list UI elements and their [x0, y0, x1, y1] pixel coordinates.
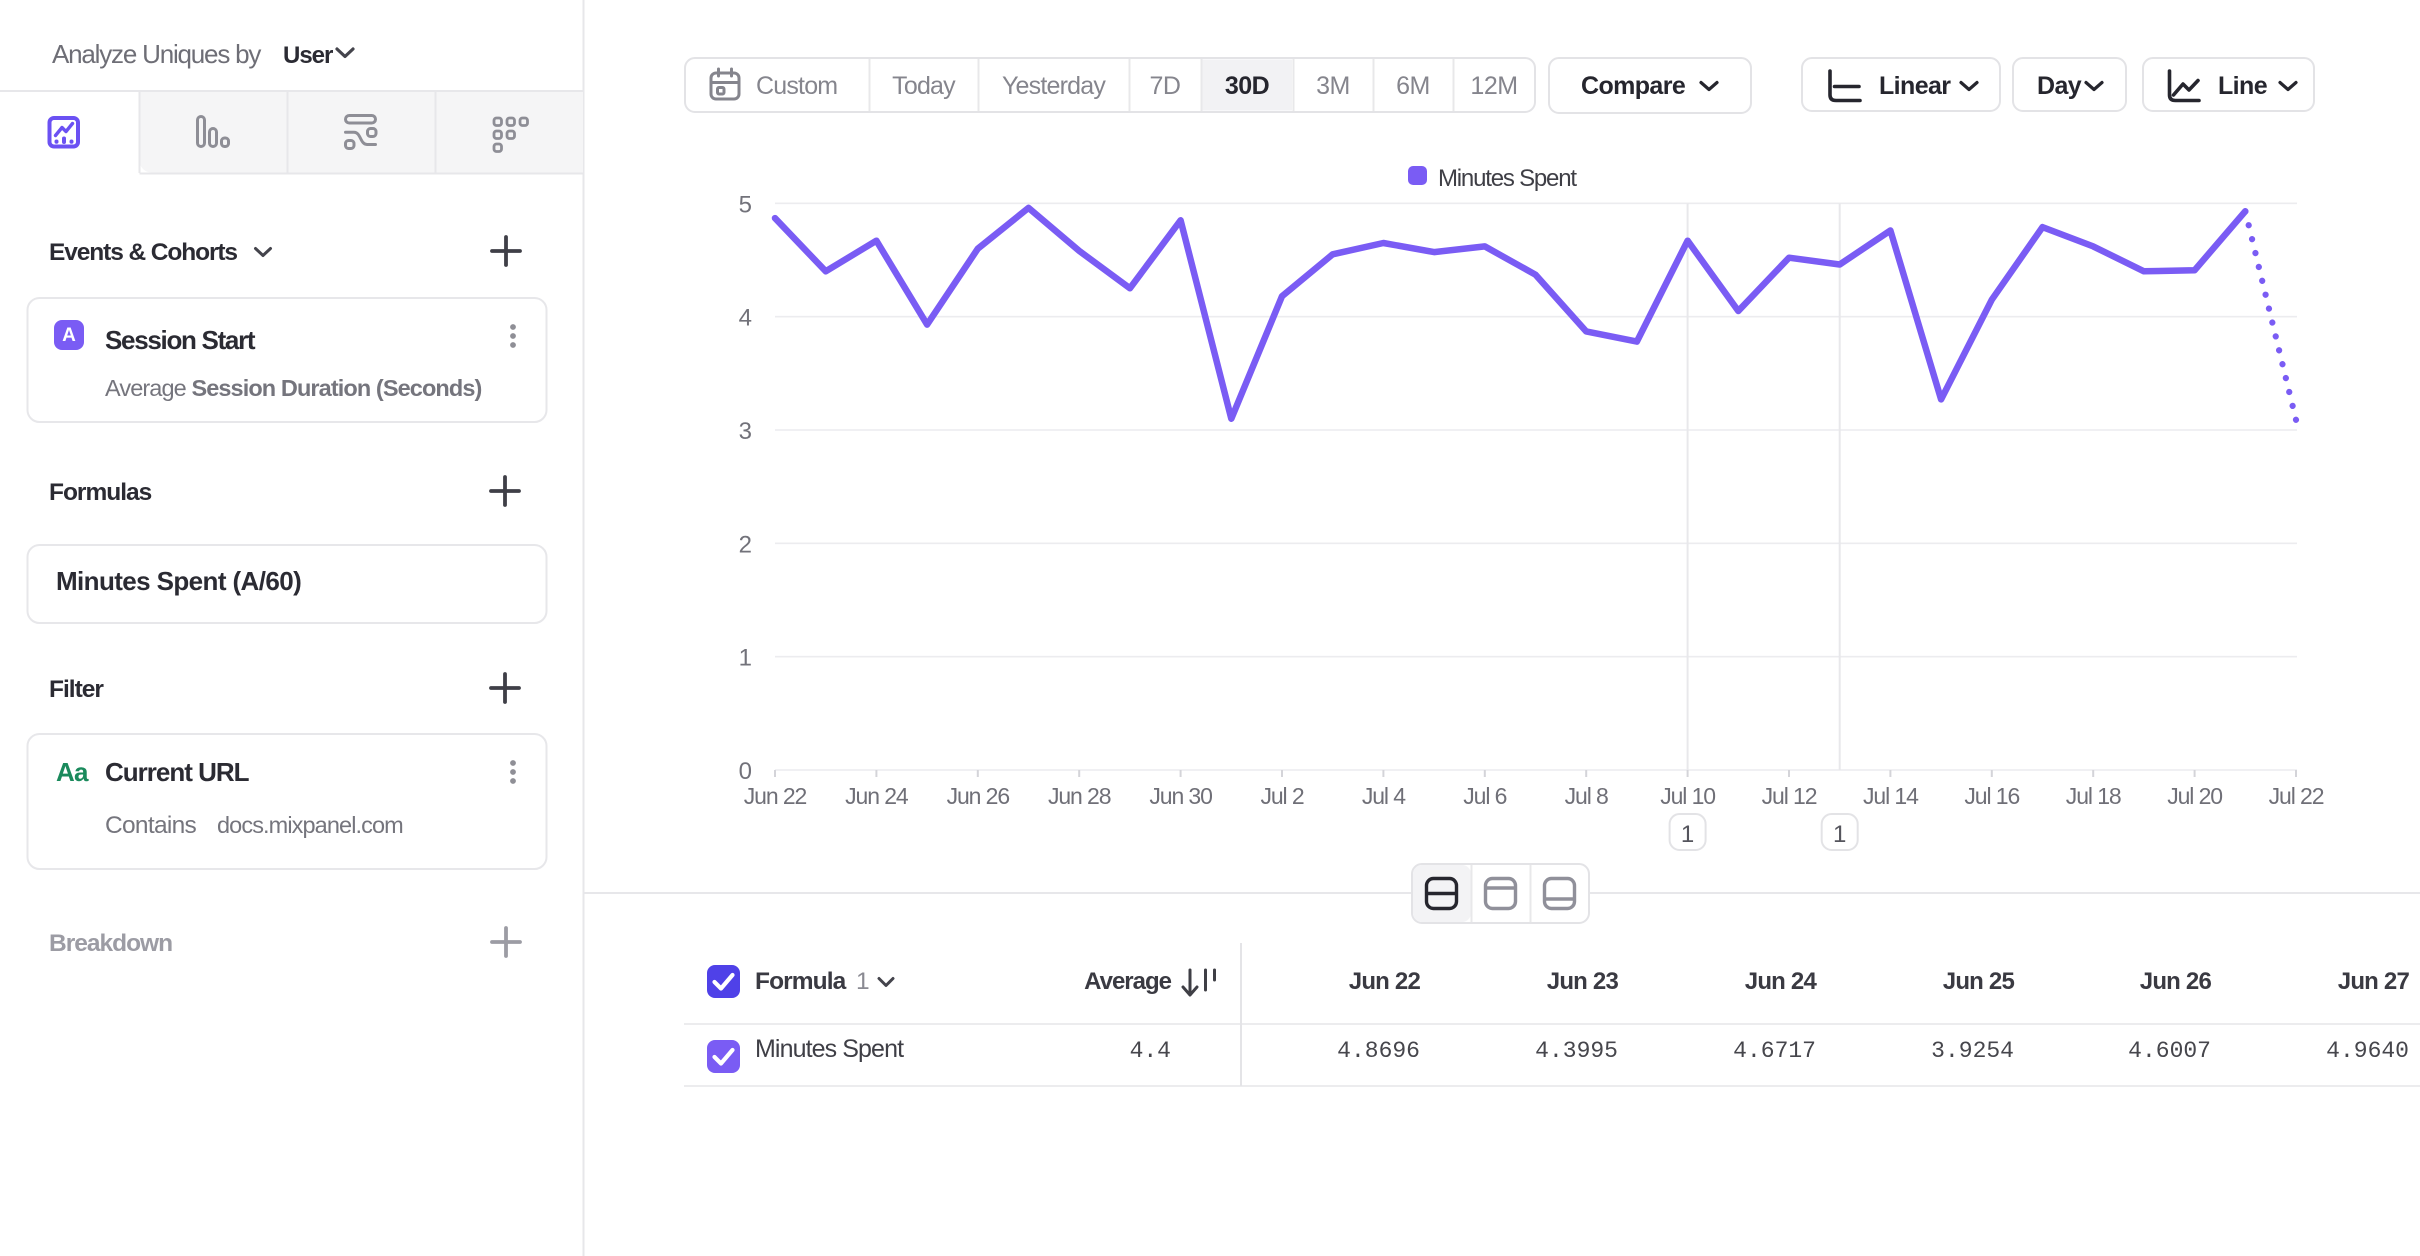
svg-text:Jun 26: Jun 26 [947, 783, 1010, 809]
svg-text:Jul 12: Jul 12 [1762, 783, 1817, 809]
svg-text:A: A [62, 325, 76, 346]
svg-text:7D: 7D [1150, 72, 1181, 100]
svg-text:Jun 24: Jun 24 [1745, 968, 1818, 995]
svg-text:Formula: Formula [755, 968, 847, 995]
svg-text:Jun 22: Jun 22 [1349, 968, 1421, 995]
svg-text:Line: Line [2218, 72, 2268, 100]
svg-text:Jun 22: Jun 22 [744, 783, 807, 809]
svg-text:3.9254: 3.9254 [1931, 1038, 2014, 1064]
svg-text:User: User [283, 42, 333, 69]
svg-text:Jun 28: Jun 28 [1048, 783, 1111, 809]
svg-text:4.6717: 4.6717 [1733, 1038, 1816, 1064]
svg-text:Average Session Duration (Seco: Average Session Duration (Seconds) [105, 375, 481, 401]
svg-text:Jul 14: Jul 14 [1863, 783, 1919, 809]
svg-text:4.8696: 4.8696 [1337, 1038, 1420, 1064]
svg-text:1: 1 [1681, 821, 1694, 848]
svg-text:4.4: 4.4 [1130, 1038, 1171, 1064]
svg-text:Jul 20: Jul 20 [2167, 783, 2222, 809]
svg-text:Breakdown: Breakdown [49, 930, 172, 957]
svg-text:Current URL: Current URL [105, 757, 250, 787]
svg-text:Minutes Spent: Minutes Spent [1438, 165, 1577, 192]
svg-text:Formulas: Formulas [49, 479, 152, 506]
svg-text:4: 4 [739, 305, 752, 332]
svg-text:Minutes Spent (A/60): Minutes Spent (A/60) [56, 566, 301, 596]
svg-text:Events & Cohorts: Events & Cohorts [49, 239, 237, 266]
svg-text:Yesterday: Yesterday [1002, 72, 1106, 100]
svg-text:Filter: Filter [49, 676, 104, 703]
svg-text:4.6007: 4.6007 [2128, 1038, 2211, 1064]
svg-text:Jul 16: Jul 16 [1964, 783, 2019, 809]
svg-text:Aa: Aa [56, 757, 89, 787]
svg-text:30D: 30D [1225, 72, 1269, 100]
svg-text:1: 1 [1833, 821, 1846, 848]
svg-text:Jul 10: Jul 10 [1660, 783, 1715, 809]
svg-text:Jul 4: Jul 4 [1362, 783, 1406, 809]
svg-text:3: 3 [739, 418, 752, 445]
svg-text:4.3995: 4.3995 [1535, 1038, 1618, 1064]
svg-text:5: 5 [739, 191, 752, 218]
svg-text:Jul 18: Jul 18 [2066, 783, 2121, 809]
svg-text:6M: 6M [1396, 72, 1430, 100]
svg-text:Jul 8: Jul 8 [1565, 783, 1608, 809]
svg-text:Jun 26: Jun 26 [2140, 968, 2212, 995]
svg-text:Contains: Contains [105, 812, 197, 839]
svg-text:4.9640: 4.9640 [2326, 1038, 2409, 1064]
svg-text:Jun 25: Jun 25 [1943, 968, 2015, 995]
svg-text:3M: 3M [1316, 72, 1350, 100]
svg-text:12M: 12M [1470, 72, 1517, 100]
svg-text:Today: Today [892, 72, 956, 100]
svg-text:2: 2 [739, 531, 752, 558]
svg-text:Jul 6: Jul 6 [1463, 783, 1506, 809]
svg-text:Jun 24: Jun 24 [845, 783, 909, 809]
svg-text:1: 1 [856, 968, 870, 995]
svg-text:Session Start: Session Start [105, 325, 256, 355]
svg-text:Jun 27: Jun 27 [2338, 968, 2410, 995]
svg-text:Minutes Spent: Minutes Spent [755, 1035, 904, 1063]
svg-text:Custom: Custom [756, 72, 837, 100]
svg-text:Linear: Linear [1879, 72, 1951, 100]
svg-text:Day: Day [2037, 72, 2082, 100]
svg-text:1: 1 [739, 645, 752, 672]
svg-text:docs.mixpanel.com: docs.mixpanel.com [217, 812, 403, 838]
svg-text:Compare: Compare [1581, 72, 1686, 100]
svg-text:Jun 23: Jun 23 [1547, 968, 1619, 995]
svg-text:Analyze Uniques by: Analyze Uniques by [52, 39, 261, 69]
svg-text:Average: Average [1084, 968, 1171, 995]
svg-text:Jun 30: Jun 30 [1149, 783, 1212, 809]
svg-text:Jul 2: Jul 2 [1260, 783, 1303, 809]
svg-text:0: 0 [739, 758, 752, 785]
svg-text:Jul 22: Jul 22 [2269, 783, 2324, 809]
